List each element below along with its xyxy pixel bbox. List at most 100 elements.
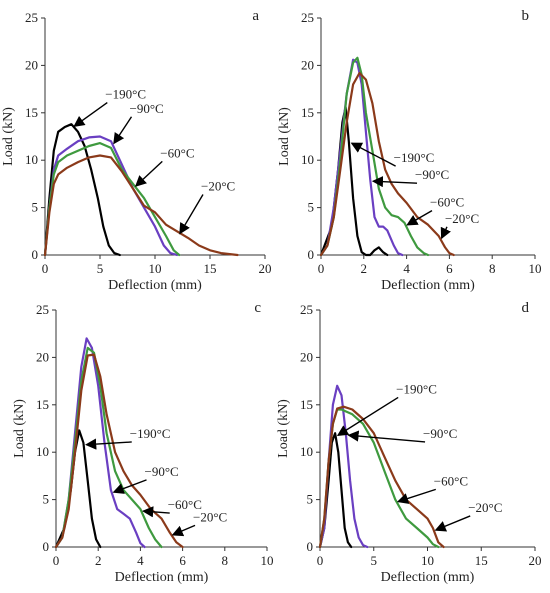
- x-tick-label: 0: [318, 261, 325, 276]
- y-tick-label: 20: [301, 57, 314, 72]
- annotation-arrow: [73, 102, 108, 127]
- y-tick-label: 5: [308, 200, 315, 215]
- series-line: [319, 58, 404, 257]
- y-tick-label: 10: [301, 152, 314, 167]
- y-tick-label: 25: [301, 10, 314, 25]
- annotation-arrow: [179, 194, 204, 235]
- x-tick-label: 5: [371, 553, 378, 568]
- x-axis-title: Deflection (mm): [381, 570, 475, 585]
- y-tick-label: 25: [300, 302, 313, 317]
- series-annotation: −20°C: [468, 500, 502, 515]
- y-tick-label: 0: [32, 247, 39, 262]
- series-annotation: −60°C: [168, 497, 202, 512]
- series-annotation: −60°C: [430, 195, 464, 210]
- series-annotation: −20°C: [193, 509, 227, 524]
- y-tick-label: 0: [43, 539, 50, 554]
- x-tick-label: 15: [475, 553, 488, 568]
- x-tick-label: 0: [53, 553, 60, 568]
- series-annotation: −190°C: [394, 150, 435, 165]
- y-tick-label: 5: [307, 492, 314, 507]
- y-tick-label: 15: [301, 105, 314, 120]
- annotation-arrow: [406, 210, 433, 226]
- series-annotation: −60°C: [434, 473, 468, 488]
- y-axis-title: Load (kN): [1, 107, 16, 166]
- series-annotation: −90°C: [415, 167, 449, 182]
- x-axis-title: Deflection (mm): [115, 570, 209, 585]
- series-line: [43, 135, 179, 257]
- x-tick-label: 2: [95, 553, 102, 568]
- series-line: [319, 71, 455, 257]
- series-annotation: −20°C: [201, 179, 235, 194]
- y-tick-label: 20: [25, 57, 38, 72]
- x-axis-title: Deflection (mm): [108, 278, 202, 293]
- y-axis-title: Load (kN): [276, 399, 291, 458]
- series-line: [43, 142, 181, 257]
- annotation-arrow: [113, 116, 133, 145]
- y-tick-label: 5: [43, 492, 50, 507]
- x-tick-label: 2: [361, 261, 368, 276]
- x-tick-label: 6: [446, 261, 453, 276]
- x-tick-label: 10: [421, 553, 434, 568]
- panel-letter: d: [522, 300, 530, 316]
- series-annotation: −190°C: [105, 87, 146, 102]
- series-annotation: −60°C: [160, 145, 194, 160]
- x-tick-label: 5: [97, 261, 104, 276]
- y-tick-label: 10: [300, 444, 313, 459]
- y-tick-label: 15: [25, 105, 38, 120]
- annotation-arrow: [171, 524, 196, 537]
- y-tick-label: 0: [308, 247, 315, 262]
- y-tick-label: 5: [32, 200, 39, 215]
- x-tick-label: 10: [529, 261, 542, 276]
- series-annotation: −90°C: [145, 464, 179, 479]
- y-tick-label: 10: [36, 444, 49, 459]
- series-annotation: −90°C: [423, 426, 457, 441]
- panel-letter: c: [254, 300, 261, 316]
- chart-panel-b: 0 5 10 15 20 25 0 2 4 6 8 10 Deflection (mm) Load (kN…: [277, 8, 542, 293]
- panel-letter: a: [252, 8, 259, 24]
- series-line: [43, 123, 121, 257]
- x-tick-label: 8: [222, 553, 229, 568]
- y-tick-label: 15: [36, 397, 49, 412]
- chart-panel-c: 0 5 10 15 20 25 0 2 4 6 8 10 Deflection (mm) Load (kN…: [12, 300, 274, 585]
- annotation-arrow: [396, 488, 437, 504]
- series-annotation: −20°C: [445, 211, 479, 226]
- annotation-arrow: [440, 226, 451, 240]
- x-tick-label: 20: [529, 553, 542, 568]
- y-tick-label: 20: [36, 349, 49, 364]
- series-annotation: −90°C: [130, 101, 164, 116]
- series-annotation: −190°C: [130, 426, 171, 441]
- y-tick-label: 25: [36, 302, 49, 317]
- x-tick-label: 20: [259, 261, 272, 276]
- series-annotation: −190°C: [396, 381, 437, 396]
- panel-letter: b: [522, 8, 530, 24]
- series-line: [318, 408, 440, 549]
- chart-panel-a: 0 5 10 15 20 25 0 5 10 15 20 Deflection (mm) Load (k…: [1, 8, 272, 293]
- series-line: [319, 56, 430, 257]
- x-tick-label: 6: [179, 553, 186, 568]
- series-line: [54, 353, 184, 549]
- x-tick-label: 4: [403, 261, 410, 276]
- y-axis-title: Load (kN): [12, 399, 27, 458]
- annotation-arrow: [347, 430, 426, 443]
- annotation-arrow: [371, 176, 418, 188]
- x-tick-label: 15: [204, 261, 217, 276]
- x-tick-label: 0: [42, 261, 49, 276]
- annotation-arrow: [134, 160, 163, 187]
- y-axis-title: Load (kN): [277, 107, 292, 166]
- y-tick-label: 15: [300, 397, 313, 412]
- x-tick-label: 10: [149, 261, 162, 276]
- x-tick-label: 4: [137, 553, 144, 568]
- annotation-arrow: [350, 142, 396, 167]
- annotation-arrow: [85, 438, 132, 450]
- y-tick-label: 10: [25, 152, 38, 167]
- annotation-arrow: [112, 479, 147, 494]
- x-axis-title: Deflection (mm): [381, 278, 475, 293]
- x-tick-label: 8: [489, 261, 496, 276]
- annotation-arrow: [434, 515, 471, 532]
- series-line: [318, 405, 445, 549]
- x-tick-label: 0: [317, 553, 324, 568]
- y-tick-label: 0: [307, 539, 314, 554]
- annotation-arrow: [142, 506, 170, 518]
- annotation-arrow: [336, 396, 399, 436]
